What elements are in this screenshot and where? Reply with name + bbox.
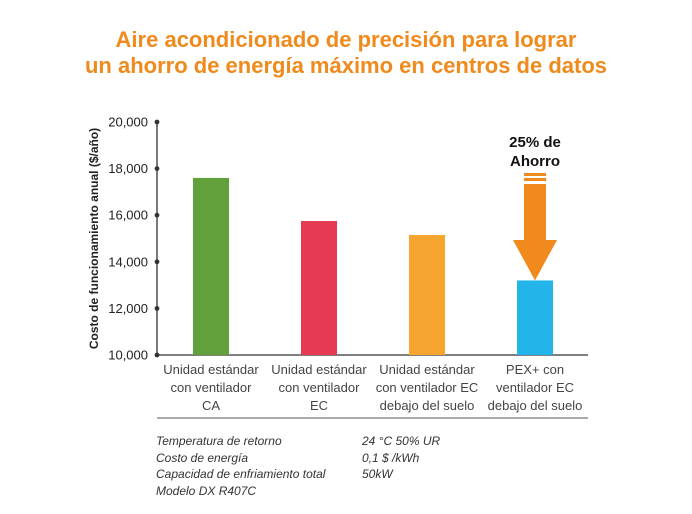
x-category-label-line: debajo del suelo [488, 398, 583, 413]
y-tick-dot [154, 306, 160, 311]
bar [193, 177, 229, 355]
x-category-label: Unidad estándar con ventilador EC [271, 362, 367, 413]
bar [517, 280, 553, 355]
x-category-label-line: Unidad estándar [271, 362, 367, 377]
y-tick-label: 10,000 [108, 348, 148, 363]
y-tick-dot [154, 352, 160, 358]
note-label: Capacidad de enfriamiento total [156, 467, 326, 481]
x-category-label-line: con ventilador EC [376, 380, 479, 395]
x-category-label: Unidad estándar con ventilador CA [163, 362, 259, 413]
y-tick-dot [154, 119, 160, 125]
note-row: Costo de energía 0,1 $ /kWh [156, 450, 596, 467]
x-category-label-line: con ventilador [279, 380, 361, 395]
y-tick-label: 20,000 [108, 115, 148, 130]
chart-title: Aire acondicionado de precisión para log… [0, 27, 692, 79]
note-value: 24 °C 50% UR [362, 434, 441, 448]
note-label: Temperatura de retorno [156, 434, 282, 448]
y-tick-label: 14,000 [108, 254, 148, 269]
x-category-label-line: PEX+ con [506, 362, 564, 377]
y-tick-dot [154, 212, 160, 218]
y-tick-label: 18,000 [108, 161, 148, 176]
y-tick-dot [154, 166, 160, 172]
savings-label-line-2: Ahorro [510, 153, 560, 170]
x-category-label-line: debajo del suelo [380, 398, 475, 413]
x-category-label-line: Unidad estándar [379, 362, 475, 377]
title-line-2: un ahorro de energía máximo en centros d… [84, 53, 608, 78]
x-category-label-line: CA [202, 398, 220, 413]
savings-label-line-1: 25% de [509, 134, 561, 151]
x-category-label-line: ventilador EC [496, 380, 574, 395]
bar [301, 221, 337, 355]
y-tick-dot [154, 259, 160, 265]
note-row: Temperatura de retorno 24 °C 50% UR [156, 433, 596, 450]
note-label: Modelo DX R407C [156, 483, 257, 498]
bar [409, 235, 445, 355]
note-label: Costo de energía [156, 450, 249, 465]
x-category-label-line: con ventilador [171, 380, 253, 395]
note-value: 0,1 $ /kWh [362, 450, 420, 465]
x-category-label-line: EC [310, 398, 328, 413]
y-tick-label: 12,000 [108, 301, 148, 316]
savings-arrow [513, 184, 557, 281]
arrow-stripe [524, 173, 546, 176]
x-category-label: Unidad estándar con ventilador EC debajo d… [376, 362, 479, 413]
arrow-stripe [524, 178, 546, 181]
note-row: Capacidad de enfriamiento total 50kW [156, 466, 596, 483]
conditions-notes: Temperatura de retorno 24 °C 50% UR Cost… [156, 433, 596, 499]
y-tick-label: 16,000 [108, 208, 148, 223]
x-category-label-line: Unidad estándar [163, 362, 259, 377]
note-row: Modelo DX R407C [156, 483, 596, 500]
x-category-label: PEX+ con ventilador EC debajo del suelo [488, 362, 583, 413]
note-value: 50kW [362, 467, 393, 481]
title-line-1: Aire acondicionado de precisión para log… [115, 27, 577, 52]
y-axis-title: Costo de funcionamiento anual ($/año) [87, 128, 101, 349]
